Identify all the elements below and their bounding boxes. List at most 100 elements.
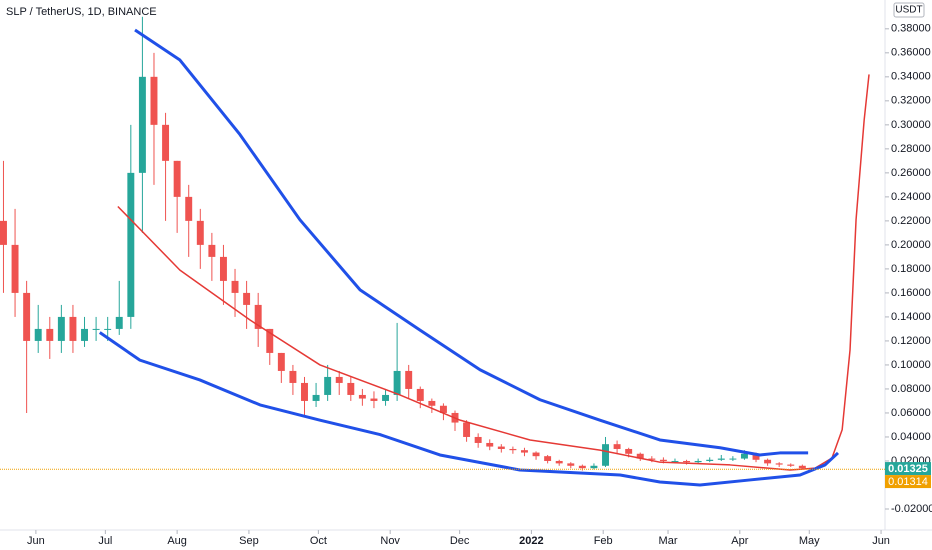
candle-body [625,448,633,454]
candle-body [127,172,135,317]
candle-body [405,370,413,389]
candle-body [0,220,7,245]
x-tick-label: Dec [450,535,470,547]
candle-body [509,448,517,451]
x-tick-label: May [799,535,820,547]
candle-body [138,76,146,173]
candle-body [81,328,88,341]
candle-body [532,452,540,457]
candle-body [613,444,621,449]
y-tick-label: 0.28000 [891,143,931,155]
candle-body [370,398,378,401]
candle-body [277,352,285,371]
candle-body [254,304,262,329]
candle-body [34,328,42,341]
candle-body [775,463,783,465]
candle-body [590,465,598,469]
x-tick-label: Apr [731,535,748,547]
candle-body [196,220,204,245]
currency-box[interactable] [893,2,925,18]
candle-body [602,444,609,466]
y-tick-label: 0.14000 [891,311,931,323]
candle-body [486,442,494,447]
candle-body [798,465,806,469]
candle-body [69,316,77,341]
x-tick-label: Feb [594,535,613,547]
y-tick-label: 0.04000 [891,431,931,443]
candle-body [544,456,552,461]
candle-body [347,382,355,395]
x-tick-label: Mar [659,535,678,547]
candle-body [683,460,691,463]
indicator-line [98,331,840,487]
candle-body [150,76,158,125]
candle-body [11,244,19,293]
y-tick-label: 0.34000 [891,71,931,83]
candle-body [764,459,772,464]
y-tick-label: 0.18000 [891,263,931,275]
candle-body [729,458,737,460]
y-tick-label: 0.16000 [891,287,931,299]
candle-body [463,422,471,437]
candle-body [393,370,401,395]
candle-body [231,280,239,293]
candle-body [266,328,274,353]
candle-body [787,464,795,466]
candle-body [740,453,748,459]
y-tick-label: 0.32000 [891,95,931,107]
candle-body [46,328,54,341]
y-tick-label: 0.24000 [891,191,931,203]
x-tick-label: Jun [872,535,890,547]
candle-body [57,316,65,341]
candle-body [185,196,193,221]
x-tick-label: Sep [239,535,259,547]
price-line-label: 0.01314 [888,476,928,488]
candle-body [752,453,760,460]
candle-body [289,370,297,383]
indicator-line [117,74,870,471]
candle-body [428,400,436,406]
y-tick-label: 0.20000 [891,239,931,251]
y-tick-label: 0.12000 [891,335,931,347]
candle-body [694,460,702,463]
candle-body [324,376,332,395]
indicator-line [134,28,809,457]
last-price-box [885,462,931,476]
candle-body [416,388,424,401]
y-tick-label: 0.36000 [891,47,931,59]
candle-body [497,446,505,449]
candle-body [648,458,656,460]
candle-body [104,328,112,330]
y-tick-label: -0.02000 [891,503,932,515]
currency-label[interactable]: USDT [895,5,922,16]
x-tick-label: Oct [310,535,327,547]
price-line-box [885,475,931,489]
candle-body [474,436,482,443]
x-tick-label: 2022 [519,535,543,547]
candle-body [92,328,100,330]
candle-body [335,376,343,383]
y-tick-label: 0.08000 [891,383,931,395]
candle-body [706,459,714,461]
candle-body [567,463,575,466]
x-tick-label: Jun [27,535,45,547]
candle-body [173,160,181,197]
candle-body [243,292,251,305]
candle-body [659,459,667,461]
candle-body [208,244,216,257]
x-tick-label: Jul [98,535,112,547]
last-price-label: 0.01325 [888,463,928,475]
candle-body [23,292,31,341]
y-tick-label: 0.30000 [891,119,931,131]
candle-body [520,450,528,453]
y-tick-label: 0.26000 [891,167,931,179]
candle-body [162,124,170,161]
y-tick-label: 0.06000 [891,407,931,419]
chart-title: SLP / TetherUS, 1D, BINANCE [6,6,157,18]
candle-body [671,460,679,462]
candle-body [578,465,586,469]
candle-body [312,394,320,401]
y-tick-label: 0.38000 [891,23,931,35]
x-tick-label: Aug [167,535,187,547]
